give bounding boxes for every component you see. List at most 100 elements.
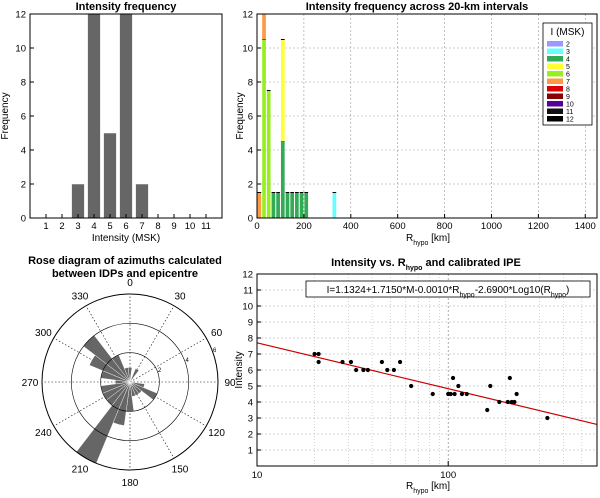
legend-swatch [547,56,563,62]
x-tick-label: 800 [437,221,453,232]
angle-label: 0 [127,278,133,289]
data-point [497,399,502,405]
data-point [379,359,385,365]
text-span: and calibrated IPE [422,257,520,269]
legend-label: 3 [566,49,570,56]
x-tick-label: 10 [252,470,263,481]
spoke [129,337,207,383]
stacked-bar-segment [304,192,309,218]
angle-label: 330 [72,291,89,302]
legend-label: 4 [566,57,570,64]
stacked-bar-segment [285,192,290,218]
subscript: hypo [413,488,428,495]
data-point [512,399,517,405]
chart-title: Intensity frequency [76,1,178,13]
data-point [365,367,370,373]
data-point [385,367,390,373]
data-point [545,415,550,421]
stacked-bar-segment [332,192,337,218]
y-tick-label: 6 [248,112,253,123]
x-tick-label: 4 [91,221,96,232]
y-axis-label: Intensity [234,351,245,388]
data-point [514,391,519,397]
text-span: ) [566,285,569,296]
y-tick-label: 0 [21,214,26,225]
x-tick-label: 10 [185,221,196,232]
data-point [316,351,321,357]
text-span: [km] [428,481,450,492]
legend-label: 11 [566,109,573,116]
x-tick-label: 6 [123,221,128,232]
data-point [312,351,317,357]
equation-box [305,280,591,298]
y-tick-label: 6 [21,112,26,123]
stacked-bar-segment [257,192,262,218]
y-axis-label: Frequency [0,92,11,139]
data-point [464,391,469,397]
y-tick-label: 8 [248,78,253,89]
angle-label: 150 [172,465,189,476]
data-point [361,367,366,373]
angle-label: 210 [72,465,89,476]
y-tick-label: 11 [243,286,253,297]
data-point [354,367,359,373]
x-tick-label: 200 [296,221,312,232]
x-axis-label: Intensity (MSK) [92,233,160,244]
x-tick-label: 2 [59,221,64,232]
x-tick-label: 100 [440,470,456,481]
legend-swatch [547,78,563,84]
legend-title: I (MSK) [551,27,585,38]
y-tick-label: 3 [248,414,253,425]
ipe-curve [256,342,598,425]
text-span: [km] [428,233,450,244]
legend-swatch [547,63,563,69]
data-point [452,391,457,397]
y-tick-label: 2 [248,180,253,191]
radial-circle [100,352,160,412]
chart-title-line-2: between IDPs and epicentre [52,268,198,280]
y-tick-label: 8 [21,78,26,89]
legend-swatch [547,48,563,54]
chart-title: Intensity vs. Rhypo and calibrated IPE [331,257,521,272]
histogram-bar [87,13,101,219]
legend-swatch [547,116,563,122]
y-tick-label: 10 [242,302,253,313]
radial-tick-label: 6 [213,348,217,354]
subscript: hypo [413,240,428,247]
text-span: -2.6900*Log10(R [475,285,551,296]
stacked-bar-segment [290,192,295,218]
y-tick-label: 2 [21,180,26,191]
y-tick-label: 10 [15,44,26,55]
data-point [348,359,354,365]
x-tick-label: 1200 [528,221,549,232]
data-point [340,359,345,365]
y-tick-label: 12 [242,10,253,21]
data-point [409,383,414,389]
data-point [397,359,403,365]
y-tick-label: 4 [248,398,253,409]
stacked-bar-segment [299,192,304,218]
data-point [448,391,453,397]
text-span: I=1.1324+1.7150*M-0.0010*R [327,285,460,296]
rose-sector [129,368,140,383]
legend-label: 2 [566,42,570,49]
x-tick-label: 7 [139,221,144,232]
angle-label: 240 [35,428,52,439]
stacked-bar-segment [276,192,280,218]
stacked-bar-segment [295,192,299,218]
y-tick-label: 4 [21,146,26,157]
y-tick-label: 1 [248,446,253,457]
angle-label: 30 [174,291,186,302]
stacked-bar-segment [266,90,271,218]
y-tick-label: 8 [248,334,253,345]
legend-swatch [547,101,563,107]
subscript: hypo [406,265,423,272]
legend-label: 7 [566,79,570,86]
x-tick-label: 5 [107,221,112,232]
histogram-bar [119,13,133,219]
legend-label: 12 [566,117,574,124]
x-tick-label: 1 [43,221,48,232]
